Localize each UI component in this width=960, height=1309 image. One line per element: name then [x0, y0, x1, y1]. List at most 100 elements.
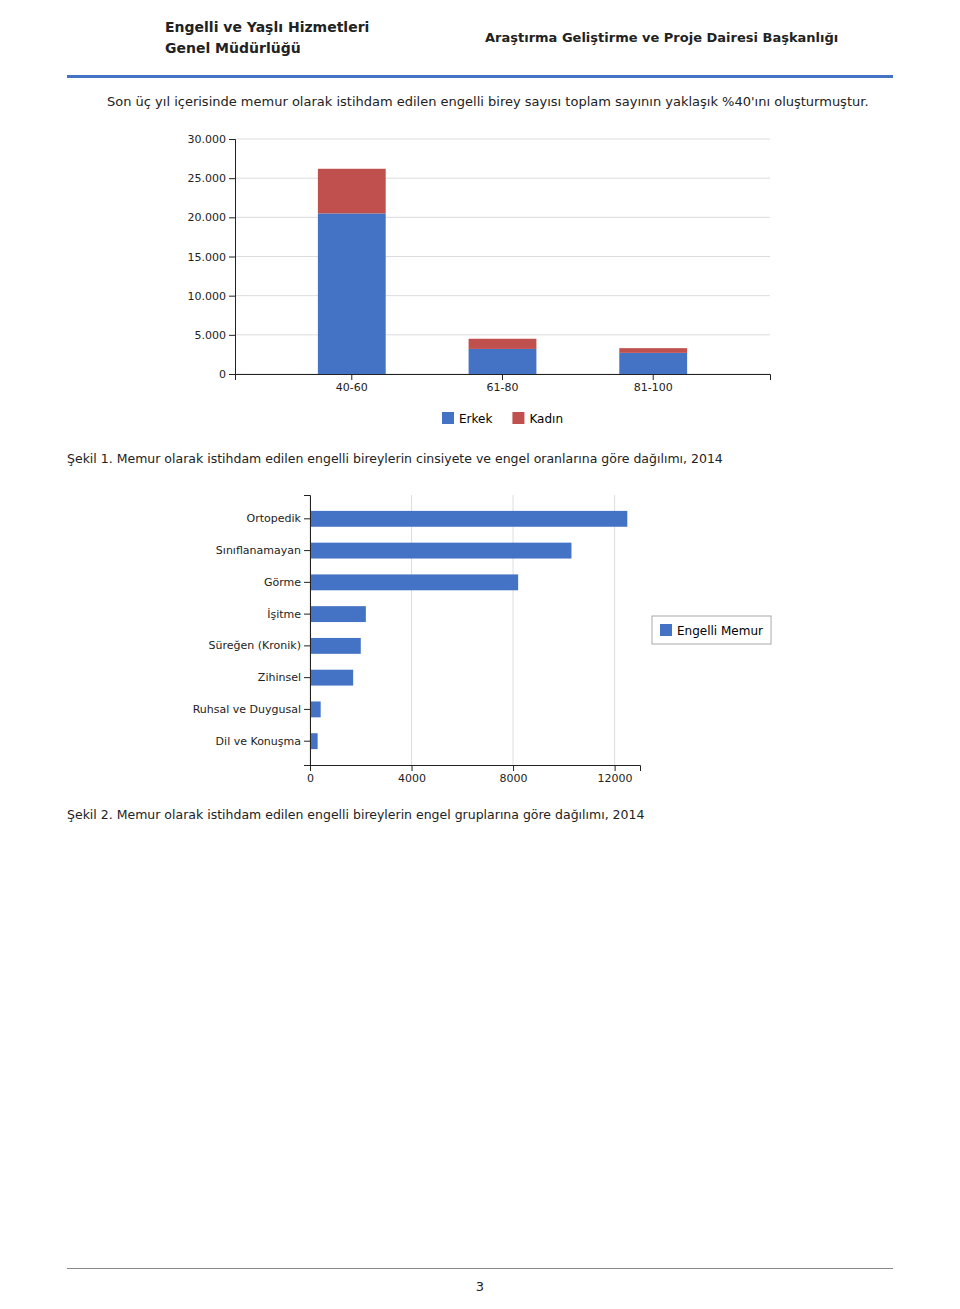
grid	[235, 139, 770, 374]
tick-mark	[513, 765, 514, 771]
tick: 12000	[598, 765, 633, 785]
bar	[318, 169, 386, 214]
legend-item: Erkek	[442, 412, 492, 426]
figure: 0 5.000 10.000 15.000 20.000 25.000 30.000 40-6…	[67, 124, 893, 468]
bar	[310, 638, 361, 654]
value-axis: 0 4000 8000 12000	[307, 765, 641, 785]
legend-item: Kadın	[512, 412, 563, 426]
tick: 0	[219, 368, 235, 381]
tick-label: 20.000	[188, 211, 227, 224]
tick-mark	[304, 550, 310, 551]
tick-label: İşitme	[267, 608, 301, 621]
tick-mark	[351, 374, 352, 380]
bar	[310, 511, 627, 527]
tick-label: 15.000	[188, 251, 227, 264]
tick: 4000	[398, 765, 426, 785]
grid-line	[235, 295, 770, 296]
tick: 81-100	[634, 374, 673, 394]
legend-swatch	[660, 624, 672, 636]
tick-mark	[229, 139, 235, 140]
bar	[469, 349, 537, 374]
axis-line	[304, 496, 311, 766]
legend: Erkek Kadın	[442, 412, 563, 426]
tick-label: 5.000	[195, 329, 227, 342]
tick-label: Süreğen (Kronik)	[209, 639, 301, 652]
legend-item: Engelli Memur	[660, 624, 763, 638]
tick-label: 25.000	[188, 172, 227, 185]
header-org: Engelli ve Yaşlı HizmetleriGenel Müdürlü…	[165, 17, 485, 59]
grid-line	[235, 217, 770, 218]
tick: 30.000	[188, 133, 236, 146]
grid-line	[614, 495, 615, 765]
tick: Görme	[264, 576, 310, 589]
tick-label: Sınıflanamayan	[216, 544, 301, 557]
tick-label: 81-100	[634, 381, 673, 394]
tick: 61-80	[487, 374, 519, 394]
tick: Dil ve Konuşma	[216, 735, 310, 748]
bar	[310, 543, 571, 559]
tick-label: 12000	[598, 772, 633, 785]
tick: Sınıflanamayan	[216, 544, 310, 557]
tick-mark	[304, 582, 310, 583]
tick-label: 0	[307, 772, 314, 785]
grid	[310, 495, 615, 765]
bar	[310, 606, 366, 622]
tick-mark	[653, 374, 654, 380]
tick-label: Dil ve Konuşma	[216, 735, 301, 748]
plot-area	[318, 169, 687, 374]
tick-label: 10.000	[188, 290, 227, 303]
legend: Engelli Memur	[652, 616, 771, 644]
tick-label: 8000	[500, 772, 528, 785]
tick-mark	[229, 257, 235, 258]
tick-label: Görme	[264, 576, 301, 589]
separator	[67, 75, 893, 78]
axis-line	[229, 140, 236, 375]
header: Engelli ve Yaşlı HizmetleriGenel Müdürlü…	[0, 0, 960, 75]
grid-line	[235, 139, 770, 140]
category-axis: 40-60 61-80 81-100	[236, 374, 771, 394]
figure: 0 4000 8000 12000 Dil ve Konuşma Ruhsal ve Du…	[67, 480, 893, 824]
bar	[469, 339, 537, 349]
tick-mark	[615, 765, 616, 771]
bar	[310, 733, 318, 749]
tick-mark	[304, 614, 310, 615]
footer: 3	[67, 1268, 893, 1309]
tick: 0	[307, 765, 314, 785]
tick-mark	[229, 296, 235, 297]
tick-label: 30.000	[188, 133, 227, 146]
tick-mark	[304, 741, 310, 742]
tick-mark	[229, 374, 235, 375]
tick-label: Ruhsal ve Duygusal	[193, 703, 301, 716]
caption: Şekil 1. Memur olarak istihdam edilen en…	[67, 450, 893, 468]
tick: 40-60	[336, 374, 368, 394]
legend-label: Engelli Memur	[677, 624, 763, 638]
bar	[310, 670, 353, 686]
grid-line	[235, 256, 770, 257]
tick-mark	[304, 518, 310, 519]
category-axis: Dil ve Konuşma Ruhsal ve Duygusal Zihinsel…	[193, 496, 311, 766]
tick-mark	[229, 178, 235, 179]
legend-label: Erkek	[459, 412, 492, 426]
tick: İşitme	[267, 608, 310, 621]
bar	[619, 353, 687, 374]
tick: 10.000	[188, 290, 236, 303]
tick-label: Ortopedik	[247, 512, 302, 525]
tick: Ruhsal ve Duygusal	[193, 703, 310, 716]
grid-line	[235, 334, 770, 335]
caption: Şekil 2. Memur olarak istihdam edilen en…	[67, 806, 893, 824]
value-axis: 0 5.000 10.000 15.000 20.000 25.000 30.000	[188, 133, 236, 381]
tick-mark	[502, 374, 503, 380]
tick-label: Zihinsel	[258, 671, 301, 684]
tick: 25.000	[188, 172, 236, 185]
plot-area	[310, 511, 627, 749]
tick: Süreğen (Kronik)	[209, 639, 310, 652]
tick-label: 4000	[398, 772, 426, 785]
header-title: Araştırma Geliştirme ve Proje Dairesi Ba…	[485, 30, 838, 45]
grid-line	[235, 178, 770, 179]
chart: 0 5.000 10.000 15.000 20.000 25.000 30.000 40-6…	[170, 124, 790, 444]
bar	[318, 213, 386, 374]
tick-mark	[229, 335, 235, 336]
axis-line	[236, 375, 771, 381]
header-org-line: Engelli ve Yaşlı Hizmetleri	[165, 17, 485, 38]
header-org-line: Genel Müdürlüğü	[165, 38, 485, 59]
